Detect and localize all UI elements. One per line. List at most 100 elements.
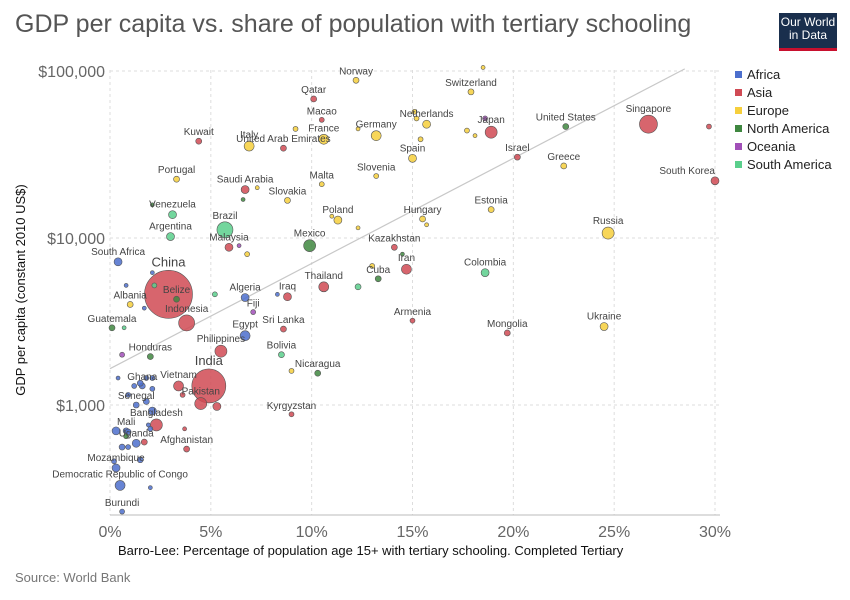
- point-unlabeled[interactable]: [355, 225, 361, 231]
- point-unlabeled[interactable]: [125, 444, 131, 450]
- point-united-arab-emirates[interactable]: [280, 144, 287, 152]
- point-slovenia[interactable]: [373, 173, 380, 179]
- point-kuwait[interactable]: [195, 137, 203, 145]
- point-bolivia[interactable]: [278, 351, 285, 359]
- point-unlabeled[interactable]: [355, 126, 361, 132]
- point-ukraine[interactable]: [599, 322, 609, 331]
- owid-logo[interactable]: Our World in Data: [779, 13, 837, 51]
- point-pakistan[interactable]: [194, 397, 208, 410]
- point-italy[interactable]: [243, 140, 255, 152]
- point-guatemala[interactable]: [108, 324, 116, 332]
- point-nicaragua[interactable]: [314, 369, 322, 377]
- point-cuba[interactable]: [374, 275, 382, 283]
- point-unlabeled[interactable]: [417, 136, 424, 143]
- point-unlabeled[interactable]: [212, 291, 218, 298]
- point-sri-lanka[interactable]: [280, 325, 287, 333]
- point-philippines[interactable]: [214, 344, 228, 358]
- point-burundi[interactable]: [119, 508, 125, 515]
- point-russia[interactable]: [601, 226, 615, 240]
- point-unlabeled[interactable]: [288, 368, 295, 374]
- point-colombia[interactable]: [480, 268, 490, 277]
- point-malaysia[interactable]: [224, 242, 234, 252]
- point-unlabeled[interactable]: [125, 392, 131, 398]
- point-unlabeled[interactable]: [131, 383, 137, 389]
- point-unlabeled[interactable]: [480, 65, 486, 70]
- point-netherlands[interactable]: [422, 119, 431, 129]
- point-unlabeled[interactable]: [472, 133, 478, 138]
- legend-item[interactable]: North America: [747, 121, 830, 136]
- point-unlabeled[interactable]: [179, 392, 186, 398]
- point-brazil[interactable]: [216, 221, 234, 239]
- point-south-korea[interactable]: [710, 176, 720, 186]
- point-france[interactable]: [318, 133, 330, 145]
- point-unlabeled[interactable]: [136, 379, 144, 387]
- point-unlabeled[interactable]: [244, 251, 250, 257]
- point-united-states[interactable]: [562, 123, 570, 130]
- point-greece[interactable]: [560, 162, 568, 170]
- point-albania[interactable]: [126, 301, 134, 308]
- point-unlabeled[interactable]: [182, 426, 187, 432]
- point-iran[interactable]: [401, 263, 412, 275]
- point-unlabeled[interactable]: [236, 243, 242, 248]
- legend-item[interactable]: South America: [747, 157, 832, 172]
- point-kazakhstan[interactable]: [391, 243, 398, 251]
- point-unlabeled[interactable]: [240, 197, 246, 202]
- point-unlabeled[interactable]: [123, 283, 129, 288]
- point-unlabeled[interactable]: [148, 485, 153, 490]
- point-estonia[interactable]: [487, 206, 495, 213]
- legend-item[interactable]: Europe: [747, 103, 789, 118]
- point-unlabeled[interactable]: [136, 456, 144, 464]
- point-unlabeled[interactable]: [146, 422, 151, 428]
- point-unlabeled[interactable]: [115, 375, 121, 381]
- point-singapore[interactable]: [639, 114, 658, 134]
- point-indonesia[interactable]: [178, 314, 195, 332]
- point-india[interactable]: [191, 368, 227, 404]
- point-portugal[interactable]: [173, 175, 180, 183]
- point-unlabeled[interactable]: [482, 115, 488, 122]
- point-unlabeled[interactable]: [706, 123, 712, 130]
- point-honduras[interactable]: [147, 353, 154, 360]
- point-unlabeled[interactable]: [148, 406, 157, 416]
- point-unlabeled[interactable]: [141, 305, 147, 311]
- point-malta[interactable]: [318, 181, 325, 187]
- point-slovakia[interactable]: [284, 197, 291, 204]
- point-algeria[interactable]: [240, 293, 250, 302]
- point-unlabeled[interactable]: [147, 426, 154, 432]
- point-unlabeled[interactable]: [123, 433, 129, 440]
- point-kyrgyzstan[interactable]: [288, 411, 295, 418]
- point-fiji[interactable]: [250, 309, 256, 315]
- point-mongolia[interactable]: [503, 329, 511, 337]
- point-unlabeled[interactable]: [149, 386, 156, 392]
- point-spain[interactable]: [408, 154, 417, 163]
- point-china[interactable]: [144, 270, 193, 319]
- point-unlabeled[interactable]: [118, 443, 126, 451]
- point-israel[interactable]: [514, 153, 521, 161]
- point-unlabeled[interactable]: [150, 202, 155, 208]
- point-afghanistan[interactable]: [183, 445, 190, 453]
- point-senegal[interactable]: [132, 401, 140, 409]
- point-armenia[interactable]: [409, 317, 416, 324]
- point-unlabeled[interactable]: [143, 375, 150, 381]
- point-saudi-arabia[interactable]: [240, 185, 250, 194]
- point-mozambique[interactable]: [111, 463, 121, 473]
- point-unlabeled[interactable]: [150, 270, 155, 275]
- point-unlabeled[interactable]: [254, 185, 260, 191]
- point-unlabeled[interactable]: [329, 213, 335, 219]
- point-iraq[interactable]: [283, 292, 292, 302]
- point-unlabeled[interactable]: [411, 108, 418, 115]
- point-unlabeled[interactable]: [354, 283, 362, 291]
- point-poland[interactable]: [333, 215, 343, 225]
- point-thailand[interactable]: [318, 281, 330, 293]
- point-hungary[interactable]: [419, 215, 426, 223]
- point-uganda[interactable]: [131, 438, 141, 448]
- legend-item[interactable]: Oceania: [747, 139, 796, 154]
- point-unlabeled[interactable]: [111, 426, 121, 436]
- point-unlabeled[interactable]: [119, 351, 125, 358]
- point-qatar[interactable]: [310, 95, 317, 103]
- legend-item[interactable]: Africa: [747, 67, 781, 82]
- point-japan[interactable]: [484, 125, 498, 139]
- point-switzerland[interactable]: [467, 88, 475, 96]
- point-unlabeled[interactable]: [400, 251, 405, 257]
- point-norway[interactable]: [352, 76, 360, 84]
- point-unlabeled[interactable]: [369, 263, 375, 269]
